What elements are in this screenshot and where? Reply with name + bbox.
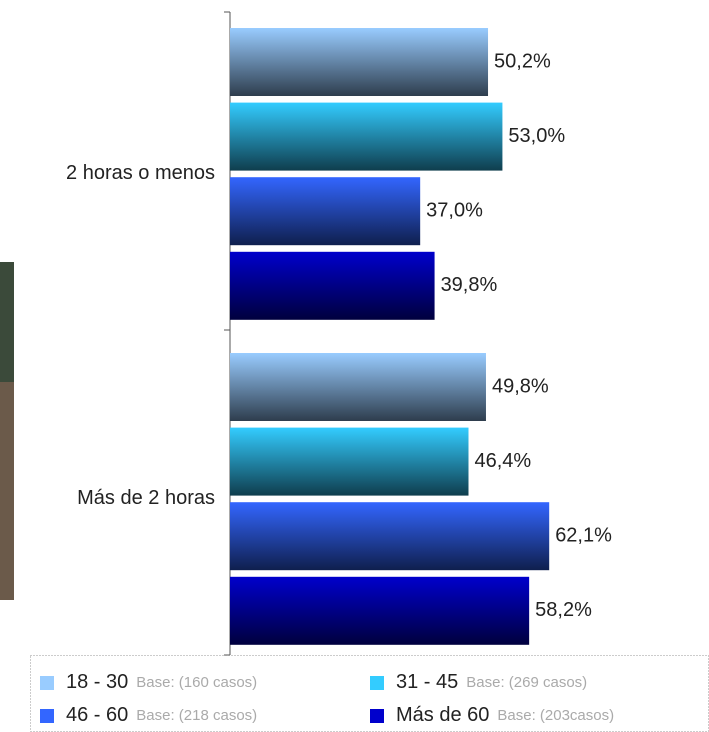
value-label: 37,0% — [426, 199, 483, 221]
legend-swatch — [370, 709, 384, 723]
legend-base: Base: (269 casos) — [466, 674, 587, 691]
value-label: 62,1% — [555, 524, 612, 546]
category-label: 2 horas o menos — [66, 162, 215, 184]
value-label: 58,2% — [535, 599, 592, 621]
value-label: 53,0% — [508, 125, 565, 147]
legend-name: 18 - 30 — [66, 671, 128, 693]
background-photo-top — [0, 262, 14, 382]
value-label: 46,4% — [474, 450, 531, 472]
legend-swatch — [40, 676, 54, 690]
bar — [230, 576, 530, 645]
bar — [230, 177, 421, 246]
bar — [230, 502, 550, 571]
legend-swatch — [40, 709, 54, 723]
bar — [230, 353, 486, 421]
legend-swatch — [370, 676, 384, 690]
value-label: 49,8% — [492, 375, 549, 397]
bar — [230, 102, 503, 171]
legend-base: Base: (203casos) — [497, 707, 614, 724]
bar — [230, 28, 489, 96]
value-label: 39,8% — [441, 274, 498, 296]
bar — [230, 427, 469, 496]
value-label: 50,2% — [494, 50, 551, 72]
legend-base: Base: (218 casos) — [136, 707, 257, 724]
legend-label: Más de 60 Base: (203casos) — [396, 704, 614, 726]
legend-name: Más de 60 — [396, 704, 489, 726]
legend-label: 31 - 45 Base: (269 casos) — [396, 671, 587, 693]
category-label: Más de 2 horas — [77, 487, 215, 509]
legend-base: Base: (160 casos) — [136, 674, 257, 691]
legend-label: 18 - 30 Base: (160 casos) — [66, 671, 257, 693]
legend-name: 31 - 45 — [396, 671, 458, 693]
legend-name: 46 - 60 — [66, 704, 128, 726]
legend-label: 46 - 60 Base: (218 casos) — [66, 704, 257, 726]
bar — [230, 251, 435, 320]
